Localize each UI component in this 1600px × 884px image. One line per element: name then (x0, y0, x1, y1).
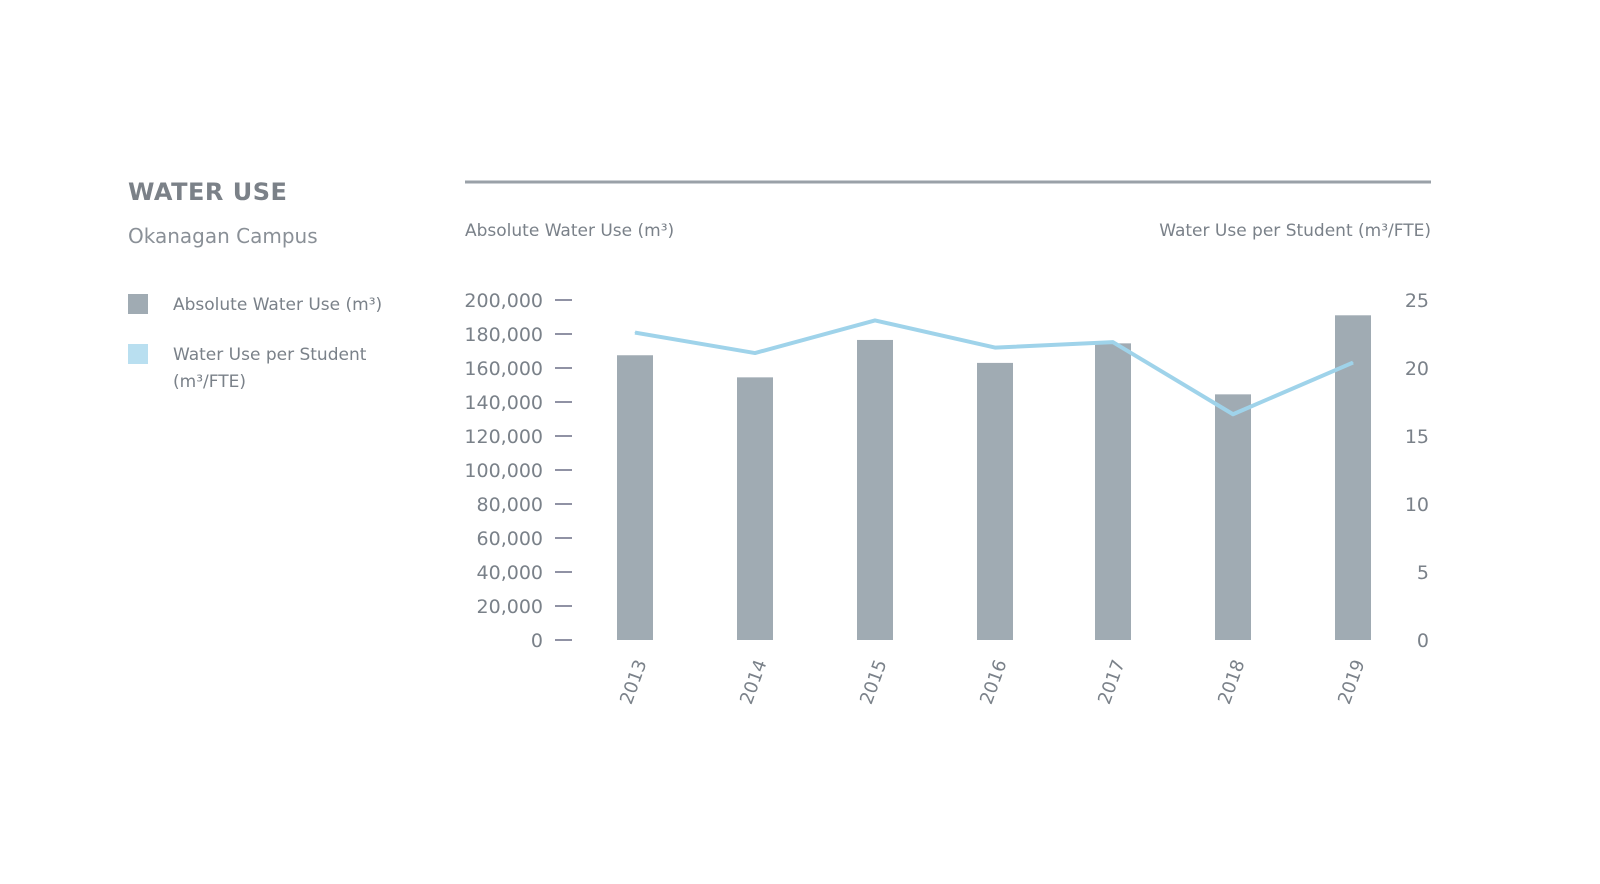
legend-label: Water Use per Student (173, 345, 367, 365)
right-axis-title: Water Use per Student (m³/FTE) (1159, 221, 1431, 241)
left-tick-label: 60,000 (477, 528, 543, 550)
legend-swatch-line (128, 344, 148, 364)
right-tick-label: 0 (1417, 630, 1429, 652)
left-tick-label: 160,000 (464, 358, 543, 380)
right-tick-label: 5 (1417, 562, 1429, 584)
bar-2015 (857, 339, 893, 640)
legend-item-absolute: Absolute Water Use (m³) (128, 292, 382, 319)
chart-subtitle: Okanagan Campus (128, 224, 318, 248)
line-point-2015 (874, 319, 876, 321)
line-point-2016 (994, 347, 996, 349)
bar-2016 (977, 362, 1013, 640)
right-tick-label: 20 (1405, 358, 1429, 380)
right-tick-label: 10 (1405, 494, 1429, 516)
x-tick-label: 2016 (976, 657, 1011, 707)
x-tick-label: 2018 (1214, 657, 1249, 707)
left-tick-label: 0 (531, 630, 543, 652)
left-tick-label: 200,000 (464, 290, 543, 312)
line-point-2014 (754, 352, 756, 354)
left-tick-label: 140,000 (464, 392, 543, 414)
line-point-2013 (634, 332, 636, 334)
line-point-2017 (1112, 341, 1114, 343)
line-point-2018 (1232, 413, 1234, 415)
x-tick-label: 2014 (736, 657, 771, 707)
x-tick-label: 2017 (1094, 657, 1129, 707)
left-tick-label: 20,000 (477, 596, 543, 618)
bar-2017 (1095, 343, 1131, 640)
x-tick-label: 2019 (1334, 657, 1369, 707)
right-tick-label: 15 (1405, 426, 1429, 448)
left-tick-label: 180,000 (464, 324, 543, 346)
legend-swatch-bar (128, 294, 148, 314)
left-axis-title: Absolute Water Use (m³) (465, 221, 674, 241)
chart-title: WATER USE (128, 178, 288, 206)
bar-2018 (1215, 394, 1251, 640)
x-tick-label: 2015 (856, 657, 891, 707)
left-tick-label: 80,000 (477, 494, 543, 516)
x-tick-label: 2013 (616, 657, 651, 707)
bar-2014 (737, 377, 773, 640)
left-tick-label: 120,000 (464, 426, 543, 448)
line-point-2019 (1352, 362, 1354, 364)
legend-item-per-student: Water Use per Student (m³/FTE) (128, 342, 366, 396)
right-tick-label: 25 (1405, 290, 1429, 312)
legend-label: Absolute Water Use (m³) (173, 295, 383, 315)
left-tick-label: 40,000 (477, 562, 543, 584)
bar-2013 (617, 355, 653, 640)
left-tick-label: 100,000 (464, 460, 543, 482)
legend-label-unit: (m³/FTE) (173, 372, 246, 392)
